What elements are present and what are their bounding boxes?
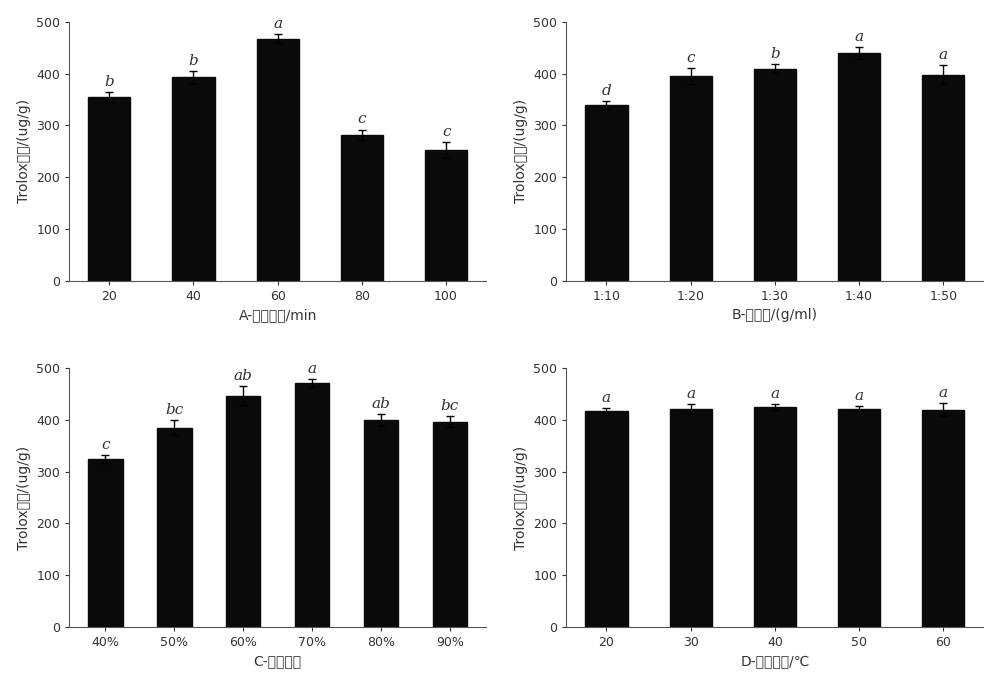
Bar: [172, 77, 215, 281]
Text: a: a: [939, 49, 948, 62]
Bar: [585, 105, 628, 281]
Text: c: c: [358, 112, 366, 127]
Bar: [364, 420, 398, 627]
Bar: [88, 459, 123, 627]
Y-axis label: Trolox当量/(ug/g): Trolox当量/(ug/g): [17, 99, 31, 203]
Text: a: a: [602, 391, 611, 405]
Y-axis label: Trolox当量/(ug/g): Trolox当量/(ug/g): [17, 445, 31, 549]
Text: bc: bc: [165, 403, 183, 417]
X-axis label: A-超声时间/min: A-超声时间/min: [238, 308, 317, 322]
Text: b: b: [189, 54, 198, 68]
Text: b: b: [770, 47, 780, 62]
Bar: [88, 97, 130, 281]
Text: a: a: [273, 17, 282, 32]
Bar: [341, 135, 383, 281]
Bar: [754, 407, 796, 627]
Bar: [922, 75, 964, 281]
Y-axis label: Trolox当量/(ug/g): Trolox当量/(ug/g): [514, 445, 528, 549]
Text: a: a: [308, 362, 317, 375]
Text: d: d: [602, 84, 611, 97]
Bar: [754, 68, 796, 281]
Bar: [425, 150, 467, 281]
Text: a: a: [686, 387, 695, 401]
X-axis label: D-超声温度/℃: D-超声温度/℃: [740, 654, 810, 669]
Bar: [433, 421, 467, 627]
Text: c: c: [442, 125, 450, 139]
Text: ab: ab: [234, 369, 253, 384]
Y-axis label: Trolox当量/(ug/g): Trolox当量/(ug/g): [514, 99, 528, 203]
Bar: [585, 411, 628, 627]
X-axis label: B-料液比/(g/ml): B-料液比/(g/ml): [732, 308, 818, 322]
Bar: [257, 38, 299, 281]
Bar: [157, 427, 192, 627]
Text: a: a: [855, 389, 864, 403]
Bar: [226, 396, 260, 627]
Text: c: c: [686, 51, 695, 65]
X-axis label: C-酒精浓度: C-酒精浓度: [254, 654, 302, 669]
Text: a: a: [855, 29, 864, 44]
Text: bc: bc: [441, 399, 459, 413]
Bar: [838, 408, 880, 627]
Bar: [922, 410, 964, 627]
Text: ab: ab: [372, 397, 390, 411]
Bar: [295, 383, 329, 627]
Bar: [670, 408, 712, 627]
Text: a: a: [770, 387, 779, 401]
Text: b: b: [104, 75, 114, 89]
Text: a: a: [939, 386, 948, 400]
Bar: [838, 53, 880, 281]
Bar: [670, 76, 712, 281]
Text: c: c: [101, 438, 110, 451]
